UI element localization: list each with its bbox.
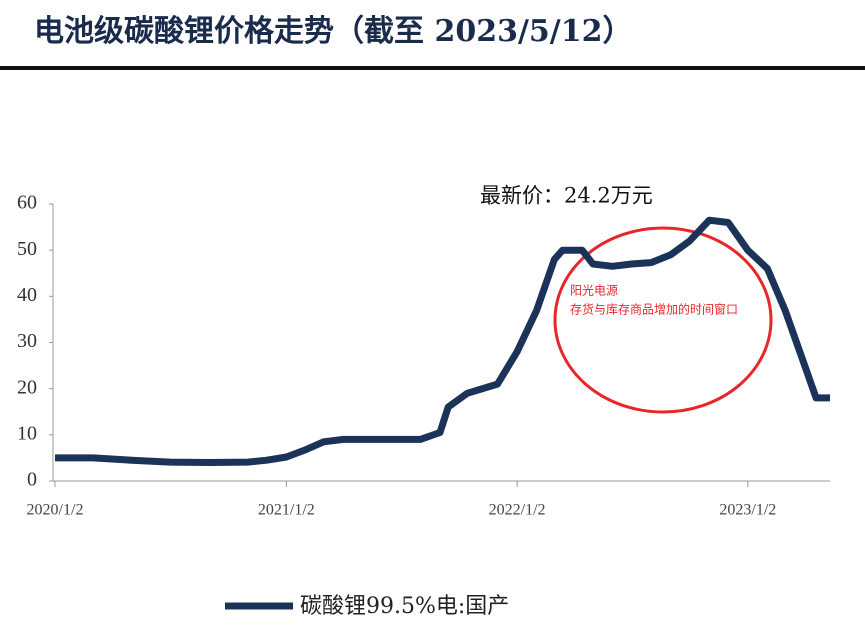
x-tick-label: 2020/1/2: [27, 502, 84, 519]
x-tick-label: 2022/1/2: [489, 502, 546, 519]
y-tick-label: 40: [17, 284, 37, 306]
y-tick-label: 20: [17, 376, 37, 398]
x-tick-label: 2021/1/2: [258, 502, 315, 519]
title-rule: [0, 66, 865, 70]
plot-area: 0 10 20 30 40 50 60 2020/1/2 2021/1/2 2022/1/2 202…: [17, 192, 830, 519]
y-tick-label: 10: [17, 422, 37, 444]
y-tick-label: 30: [17, 330, 37, 352]
highlight-ellipse: [553, 226, 773, 414]
price-line: [55, 216, 830, 466]
y-tick-label: 0: [27, 469, 37, 491]
x-tick-label: 2023/1/2: [719, 502, 776, 519]
chart-title: 电池级碳酸锂价格走势（截至 2023/5/12）: [34, 14, 632, 49]
y-tick-label: 50: [17, 238, 37, 260]
annotation: 最新价：24.2万元: [480, 184, 653, 208]
y-tick-label: 60: [17, 192, 37, 214]
annotation: 存货与库存商品增加的时间窗口: [570, 302, 738, 317]
annotation: 阳光电源: [570, 284, 618, 298]
legend-label: 碳酸锂99.5%电:国产: [300, 594, 509, 619]
